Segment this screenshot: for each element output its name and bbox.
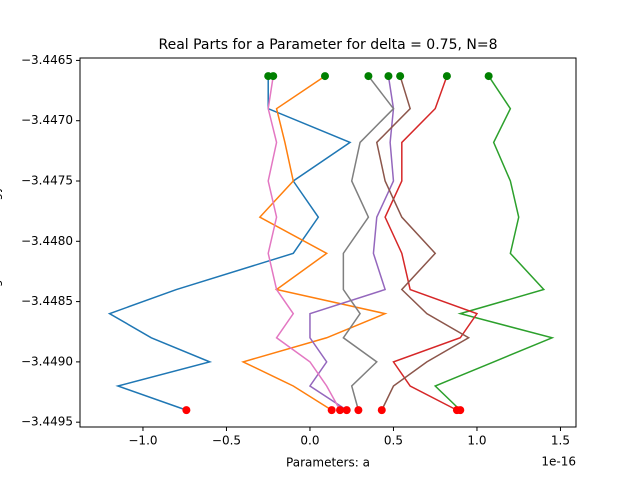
- x-axis-label: Parameters: a: [286, 456, 370, 470]
- y-tick-label: −3.4495: [21, 415, 73, 429]
- x-offset-label: 1e-16: [541, 455, 576, 469]
- x-tick-label: 0.0: [300, 434, 319, 448]
- y-tick-label: −3.4485: [21, 294, 73, 308]
- start-marker: [320, 72, 329, 81]
- start-marker: [484, 72, 493, 81]
- y-tick-label: −3.4470: [21, 113, 73, 127]
- series-line: [433, 75, 555, 411]
- end-marker: [377, 406, 386, 415]
- series-line: [375, 75, 471, 411]
- start-marker: [364, 72, 373, 81]
- start-marker: [396, 72, 405, 81]
- end-marker: [336, 406, 345, 415]
- x-tick-label: 1.5: [551, 434, 570, 448]
- y-tick-label: −3.4490: [21, 354, 73, 368]
- y-tick-label: −3.4465: [21, 53, 73, 67]
- start-marker: [442, 72, 451, 81]
- end-marker: [452, 406, 461, 415]
- y-axis-label: Eigenvalue Energy: [0, 186, 3, 298]
- x-tick-label: 1.0: [467, 434, 486, 448]
- end-marker: [182, 406, 191, 415]
- series-line: [384, 75, 479, 411]
- series-line: [267, 75, 341, 411]
- start-marker: [269, 72, 278, 81]
- x-tick-label: −1.0: [128, 434, 157, 448]
- y-tick-label: −3.4475: [21, 174, 73, 188]
- end-marker: [327, 406, 336, 415]
- end-marker: [354, 406, 363, 415]
- series-line: [308, 75, 395, 411]
- end-marker: [342, 406, 351, 415]
- axes-frame: [79, 57, 577, 428]
- chart-title: Real Parts for a Parameter for delta = 0…: [158, 37, 497, 53]
- series-line: [241, 75, 388, 411]
- series-line: [107, 76, 352, 411]
- x-tick-label: −0.5: [212, 434, 241, 448]
- x-tick-label: 0.5: [384, 434, 403, 448]
- y-tick-label: −3.4480: [21, 234, 73, 248]
- series-line: [342, 75, 395, 411]
- start-marker: [384, 72, 393, 81]
